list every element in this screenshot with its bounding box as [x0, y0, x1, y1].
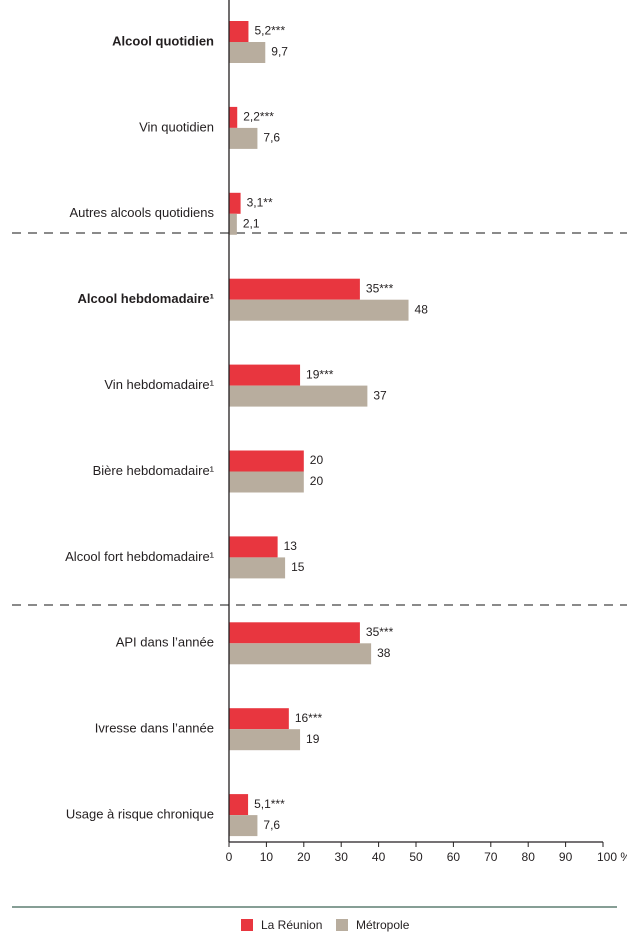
x-tick-label: 100 % — [597, 850, 627, 864]
x-tick-label: 50 — [409, 850, 423, 864]
bar — [229, 815, 258, 837]
category-label: API dans l’année — [116, 635, 214, 650]
bar — [229, 557, 286, 579]
bar — [229, 622, 360, 644]
legend-swatch — [241, 919, 253, 931]
value-label: 37 — [373, 388, 387, 402]
legend-label: Métropole — [356, 918, 410, 932]
bar — [229, 127, 258, 149]
category-label: Vin quotidien — [139, 119, 214, 134]
category-label: Bière hebdomadaire¹ — [93, 463, 215, 478]
bar — [229, 278, 360, 300]
value-label: 19*** — [306, 367, 334, 381]
value-label: 5,2*** — [254, 24, 285, 38]
category-label: Vin hebdomadaire¹ — [104, 377, 214, 392]
x-tick-label: 60 — [447, 850, 461, 864]
x-tick-label: 0 — [226, 850, 233, 864]
bar — [229, 42, 266, 63]
value-label: 35*** — [366, 625, 394, 639]
value-label: 13 — [284, 539, 298, 553]
bar — [229, 364, 301, 386]
category-label: Autres alcools quotidiens — [69, 205, 214, 220]
bar — [229, 106, 238, 128]
value-label: 35*** — [366, 281, 394, 295]
category-label: Alcool fort hebdomadaire¹ — [65, 549, 215, 564]
x-tick-label: 30 — [335, 850, 349, 864]
value-label: 7,6 — [263, 131, 280, 145]
value-label: 3,1** — [247, 195, 273, 209]
x-tick-label: 90 — [559, 850, 573, 864]
bar — [229, 471, 304, 493]
value-label: 15 — [291, 560, 305, 574]
legend-swatch — [336, 919, 348, 931]
value-label: 20 — [310, 453, 324, 467]
x-tick-label: 40 — [372, 850, 386, 864]
bar — [229, 213, 237, 235]
bar — [229, 299, 409, 321]
value-label: 2,2*** — [243, 110, 274, 124]
bar — [229, 708, 289, 730]
bar — [229, 21, 249, 42]
value-label: 19 — [306, 732, 320, 746]
x-tick-label: 20 — [297, 850, 311, 864]
category-label: Alcool quotidien — [112, 33, 214, 48]
value-label: 5,1*** — [254, 797, 285, 811]
bar — [229, 450, 304, 472]
value-label: 7,6 — [263, 818, 280, 832]
x-tick-label: 10 — [260, 850, 274, 864]
value-label: 2,1 — [243, 216, 260, 230]
value-label: 38 — [377, 646, 391, 660]
bar — [229, 643, 372, 665]
value-label: 20 — [310, 474, 324, 488]
bar — [229, 385, 368, 407]
bar — [229, 794, 249, 816]
bar — [229, 192, 241, 214]
value-label: 9,7 — [271, 45, 288, 59]
value-label: 16*** — [295, 711, 323, 725]
legend-label: La Réunion — [261, 918, 322, 932]
bar — [229, 729, 301, 751]
value-label: 48 — [415, 302, 429, 316]
category-label: Alcool hebdomadaire¹ — [77, 291, 214, 306]
bar — [229, 536, 278, 558]
category-label: Usage à risque chronique — [66, 807, 214, 822]
category-label: Ivresse dans l’année — [95, 721, 214, 736]
x-tick-label: 80 — [522, 850, 536, 864]
x-tick-label: 70 — [484, 850, 498, 864]
